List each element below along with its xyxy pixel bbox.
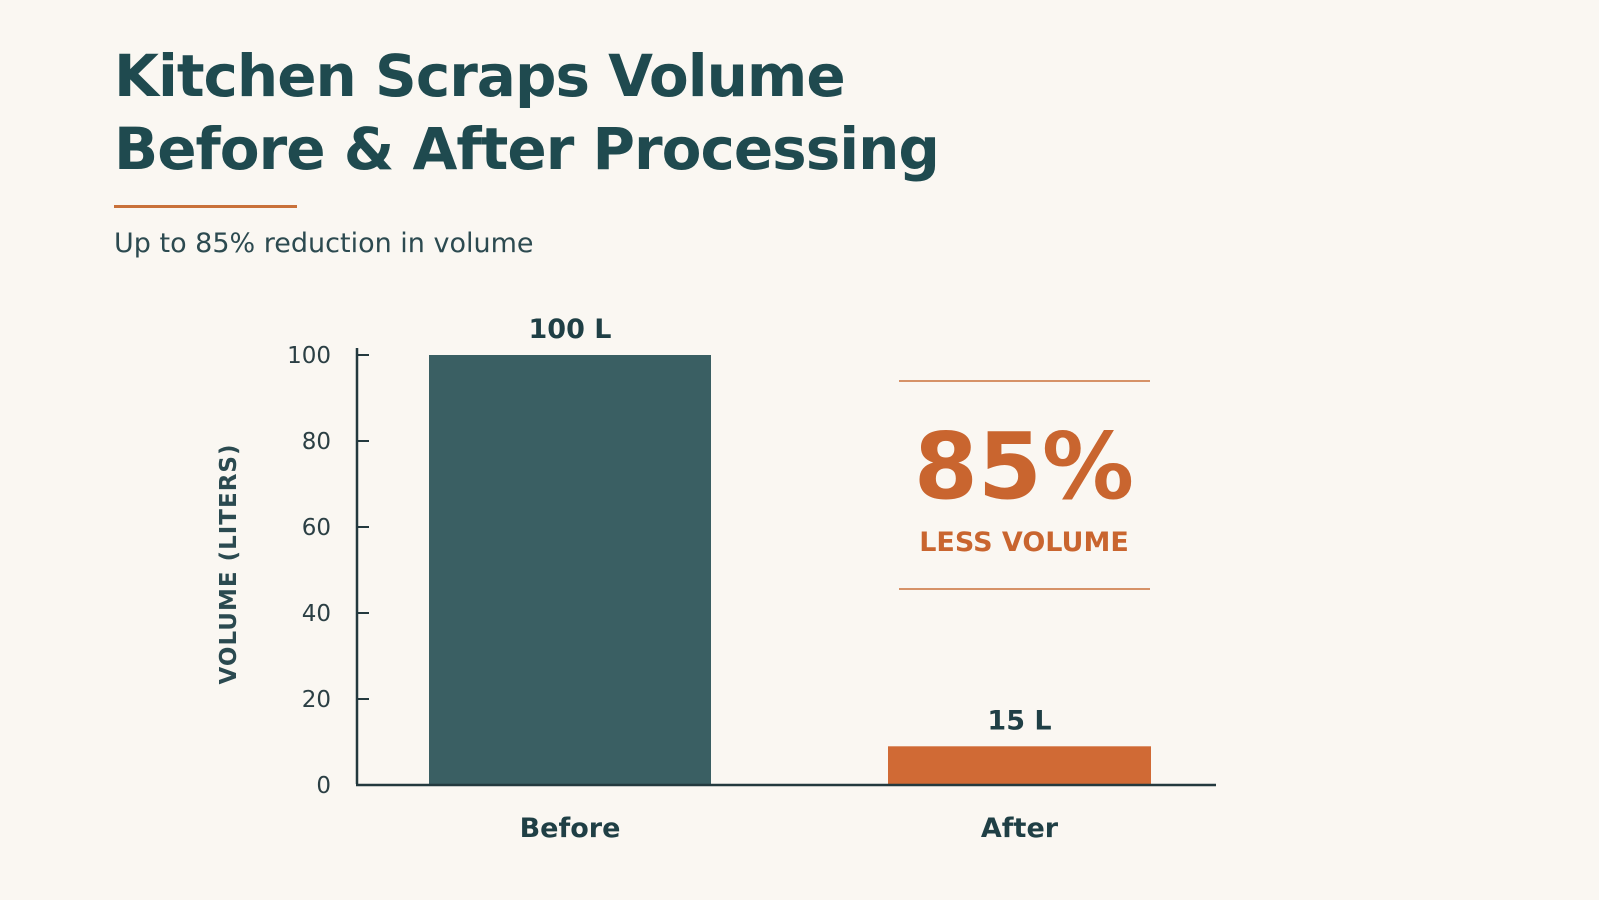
y-tick-label: 80	[302, 429, 331, 455]
x-category-label-before: Before	[520, 813, 621, 844]
y-axis-title: VOLUME (LITERS)	[216, 444, 242, 685]
y-axis-ticks: 0 20 40 60 80 100	[287, 343, 369, 799]
reduction-callout: 85% LESS VOLUME	[899, 380, 1150, 590]
title-accent-rule	[114, 205, 297, 208]
bars: 100 L Before 15 L After	[429, 314, 1151, 844]
bar-before	[429, 355, 711, 785]
chart-subtitle: Up to 85% reduction in volume	[114, 228, 534, 259]
callout-value: 85%	[914, 413, 1134, 520]
x-category-label-after: After	[981, 813, 1059, 844]
y-tick-label: 100	[287, 343, 331, 369]
chart-title-line-2: Before & After Processing	[114, 115, 940, 183]
chart-title: Kitchen Scraps Volume Before & After Pro…	[114, 40, 940, 186]
chart-title-line-1: Kitchen Scraps Volume	[114, 42, 846, 110]
data-label-before: 100 L	[529, 314, 612, 345]
data-label-after: 15 L	[987, 705, 1051, 736]
y-tick-label: 40	[302, 601, 331, 627]
bar-after	[888, 746, 1151, 785]
y-tick-label: 20	[302, 687, 331, 713]
y-tick-label: 0	[316, 773, 331, 799]
y-tick-label: 60	[302, 515, 331, 541]
callout-label: LESS VOLUME	[919, 527, 1129, 558]
